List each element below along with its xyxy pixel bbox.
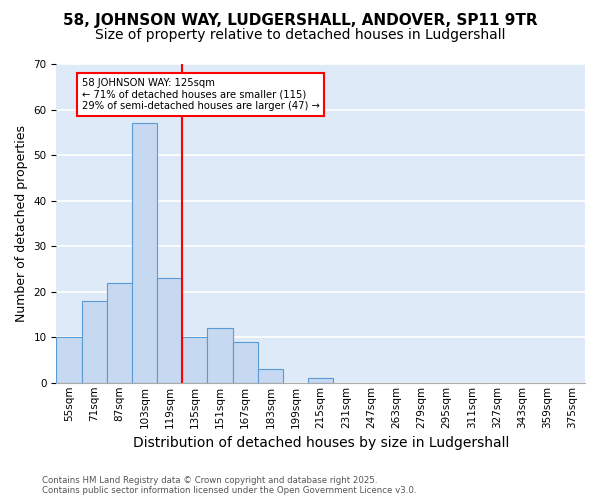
Text: Contains HM Land Registry data © Crown copyright and database right 2025.
Contai: Contains HM Land Registry data © Crown c…	[42, 476, 416, 495]
Bar	[132, 123, 157, 383]
Text: 58 JOHNSON WAY: 125sqm
← 71% of detached houses are smaller (115)
29% of semi-de: 58 JOHNSON WAY: 125sqm ← 71% of detached…	[82, 78, 319, 111]
X-axis label: Distribution of detached houses by size in Ludgershall: Distribution of detached houses by size …	[133, 436, 509, 450]
Bar	[82, 301, 107, 383]
Bar	[308, 378, 333, 383]
Bar	[233, 342, 258, 383]
Bar	[258, 369, 283, 383]
Y-axis label: Number of detached properties: Number of detached properties	[15, 125, 28, 322]
Bar	[157, 278, 182, 383]
Text: 58, JOHNSON WAY, LUDGERSHALL, ANDOVER, SP11 9TR: 58, JOHNSON WAY, LUDGERSHALL, ANDOVER, S…	[62, 12, 538, 28]
Bar	[107, 282, 132, 383]
Bar	[56, 337, 82, 383]
Text: Size of property relative to detached houses in Ludgershall: Size of property relative to detached ho…	[95, 28, 505, 42]
Bar	[208, 328, 233, 383]
Bar	[182, 337, 208, 383]
